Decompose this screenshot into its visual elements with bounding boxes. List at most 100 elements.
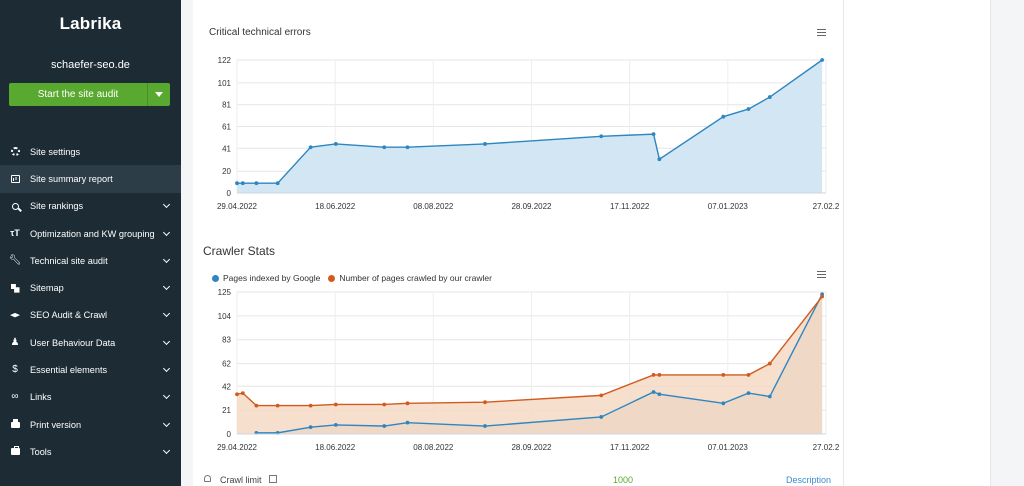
series-area xyxy=(237,60,823,193)
data-point xyxy=(721,114,726,119)
sidebar-item-label: Tools xyxy=(30,446,52,457)
data-point xyxy=(275,403,280,408)
sidebar-item[interactable]: Tools xyxy=(0,438,181,465)
chevron-down-icon xyxy=(162,446,171,454)
y-tick-label: 122 xyxy=(218,56,232,65)
series-area xyxy=(237,296,823,434)
link-icon: ∞ xyxy=(11,391,19,403)
data-point xyxy=(746,373,751,377)
chevron-down-icon xyxy=(162,337,171,345)
errors-chart-menu-icon[interactable] xyxy=(817,29,826,36)
start-audit-button[interactable]: Start the site audit xyxy=(9,83,170,106)
sidebar-item[interactable]: $ Essential elements xyxy=(0,356,181,383)
series-line xyxy=(237,59,823,184)
crawl-limit-row: Crawl limit 1000 Description xyxy=(193,472,843,486)
sidebar-item[interactable]: Sitemap xyxy=(0,274,181,301)
data-point xyxy=(483,424,487,428)
sidebar-menu: Site settings Site summary report Site ran… xyxy=(0,138,181,466)
sidebar-item[interactable]: ♟ User Behaviour Data xyxy=(0,329,181,356)
sidebar-item[interactable]: τT Optimization and KW grouping xyxy=(0,220,181,247)
y-tick-label: 62 xyxy=(222,360,231,369)
sidebar-item[interactable]: Site settings xyxy=(0,138,181,165)
crawler-chart-title: Crawler Stats xyxy=(203,244,276,258)
data-point xyxy=(820,58,825,62)
data-point xyxy=(405,401,410,406)
sidebar-item-label: Essential elements xyxy=(30,365,108,376)
y-tick-label: 0 xyxy=(227,189,232,198)
sidebar-item-label: Site rankings xyxy=(30,201,84,212)
x-tick-label: 27.02.2 xyxy=(813,202,840,211)
audit-dropdown-toggle[interactable] xyxy=(148,83,170,106)
chevron-down-icon xyxy=(162,228,171,236)
chart-icon[interactable] xyxy=(269,475,277,483)
sidebar-item[interactable]: Print version xyxy=(0,411,181,438)
printer-icon xyxy=(10,418,20,430)
data-point xyxy=(820,294,825,299)
start-audit-label[interactable]: Start the site audit xyxy=(9,83,148,106)
bell-icon xyxy=(204,475,211,482)
sidebar-item[interactable]: ∞ Links xyxy=(0,384,181,411)
x-tick-label: 18.06.2022 xyxy=(315,202,356,211)
legend-google[interactable]: Pages indexed by Google xyxy=(223,273,321,283)
data-point xyxy=(651,373,656,377)
sidebar-item[interactable]: SEO Audit & Crawl xyxy=(0,302,181,329)
data-point xyxy=(254,403,259,408)
data-point xyxy=(275,181,280,186)
chevron-down-icon xyxy=(162,255,171,263)
x-tick-label: 08.08.2022 xyxy=(413,202,454,211)
data-point xyxy=(308,145,313,150)
sidebar-item[interactable]: 🔧︎ Technical site audit xyxy=(0,247,181,274)
data-point xyxy=(483,142,487,146)
x-tick-label: 08.08.2022 xyxy=(413,443,454,452)
x-tick-label: 07.01.2023 xyxy=(708,443,749,452)
right-panel xyxy=(843,0,991,486)
data-point xyxy=(405,420,410,425)
sidebar: Labrika schaefer-seo.de Start the site a… xyxy=(0,0,181,486)
data-point xyxy=(657,373,662,377)
data-point xyxy=(767,394,772,399)
x-tick-label: 29.04.2022 xyxy=(217,443,258,452)
description-link[interactable]: Description xyxy=(786,475,832,485)
graduation-cap-icon xyxy=(10,310,20,320)
data-point xyxy=(240,181,245,186)
sidebar-item-label: Site settings xyxy=(30,146,81,157)
dollar-icon: $ xyxy=(12,364,18,376)
crawler-chart-menu-icon[interactable] xyxy=(817,271,826,278)
sidebar-item[interactable]: Site rankings xyxy=(0,193,181,220)
x-tick-label: 18.06.2022 xyxy=(315,443,356,452)
sidebar-item-label: User Behaviour Data xyxy=(30,337,116,348)
data-point xyxy=(235,392,239,397)
data-point xyxy=(382,145,387,150)
logo[interactable]: Labrika xyxy=(59,14,122,33)
sidebar-item-label: Print version xyxy=(30,419,82,430)
data-point xyxy=(657,157,662,162)
chevron-down-icon xyxy=(162,283,171,291)
x-tick-label: 27.02.2 xyxy=(813,443,840,452)
x-tick-label: 28.09.2022 xyxy=(511,202,552,211)
chevron-down-icon xyxy=(162,201,171,209)
crawl-limit-value: 1000 xyxy=(613,475,634,485)
y-tick-label: 0 xyxy=(227,430,232,439)
chevron-down-icon xyxy=(162,392,171,400)
main-card: Critical technical errors 0 20 41 61 81 101 12… xyxy=(193,0,843,486)
x-tick-label: 28.09.2022 xyxy=(511,443,552,452)
data-point xyxy=(599,393,604,398)
data-point xyxy=(333,142,338,146)
y-tick-label: 104 xyxy=(218,312,232,321)
caret-down-icon xyxy=(155,92,163,97)
sidebar-item[interactable]: Site summary report xyxy=(0,165,181,193)
crawler-chart: 0 21 42 62 83 104 125 29.04.2022 18.06.2022 08.08… xyxy=(217,288,840,452)
legend-crawler[interactable]: Number of pages crawled by our crawler xyxy=(339,273,492,283)
data-point xyxy=(483,400,487,405)
data-point xyxy=(382,402,387,407)
chevron-down-icon xyxy=(162,364,171,373)
series-line xyxy=(256,293,823,434)
crawl-limit-label: Crawl limit xyxy=(220,475,262,485)
x-tick-label: 07.01.2023 xyxy=(708,202,749,211)
data-point xyxy=(308,403,313,408)
sidebar-item-label: Technical site audit xyxy=(30,255,108,266)
sidebar-item-label: Site summary report xyxy=(30,173,113,184)
search-icon xyxy=(10,201,20,211)
x-tick-label: 17.11.2022 xyxy=(610,202,650,211)
toolbox-icon xyxy=(10,446,20,457)
